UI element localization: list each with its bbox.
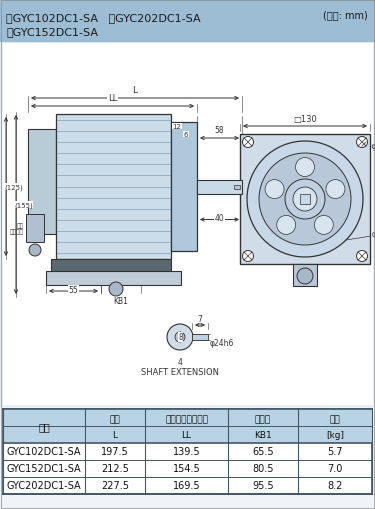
Bar [171,123,197,251]
Circle shape [175,332,185,343]
Text: KB1: KB1 [254,430,272,439]
Text: 全長: 全長 [110,414,120,423]
Bar [3,44,372,404]
Text: KB1: KB1 [114,296,128,305]
Circle shape [314,216,333,235]
Text: 7.0: 7.0 [327,464,343,473]
Bar [197,180,242,194]
Bar [3,409,372,443]
Bar [240,135,370,265]
Circle shape [357,251,368,262]
Bar [46,271,181,286]
Text: 8: 8 [178,333,183,342]
Bar [96,260,136,281]
Text: 12: 12 [172,124,182,130]
Text: 4-φ9: 4-φ9 [365,142,375,151]
Text: 55: 55 [69,286,78,294]
Circle shape [109,282,123,296]
Text: 5.7: 5.7 [327,446,343,457]
Bar [28,130,56,235]
Text: φ145: φ145 [372,230,375,239]
Text: 寸法（フランジ）: 寸法（フランジ） [165,414,208,423]
Text: (単位: mm): (単位: mm) [323,10,368,20]
Text: GYC152DC1-SA: GYC152DC1-SA [7,464,81,473]
Circle shape [326,180,345,199]
Text: φ110h7: φ110h7 [250,172,256,199]
Bar [51,260,171,271]
Circle shape [243,251,254,262]
Text: 227.5: 227.5 [101,480,129,491]
Text: 95.5: 95.5 [252,480,274,491]
Circle shape [357,137,368,148]
Text: 端子部: 端子部 [255,414,271,423]
Text: (125): (125) [4,184,23,190]
Text: SHAFT EXTENSION: SHAFT EXTENSION [141,367,219,376]
Text: (155): (155) [14,202,33,208]
Text: 7: 7 [198,315,202,323]
Bar [192,334,208,341]
Circle shape [167,324,193,350]
Text: 154.5: 154.5 [172,464,200,473]
Bar [0,42,375,406]
Text: 50: 50 [250,164,259,174]
Bar [293,265,317,287]
Circle shape [265,180,284,199]
Circle shape [247,142,363,258]
Bar [26,215,44,242]
Text: φ24h6: φ24h6 [210,339,234,348]
Circle shape [259,154,351,245]
Bar [234,185,240,189]
Circle shape [243,137,254,148]
Bar [56,115,171,260]
Circle shape [29,244,41,257]
Text: [kg]: [kg] [326,430,344,439]
Text: 197.5: 197.5 [101,446,129,457]
Text: LL: LL [108,94,117,103]
Text: LL: LL [182,430,192,439]
Text: 212.5: 212.5 [101,464,129,473]
Text: 動力
コネクタ: 動力 コネクタ [138,264,152,275]
Text: 形式: 形式 [38,421,50,431]
Text: 80.5: 80.5 [252,464,274,473]
Circle shape [297,268,313,285]
Text: 139.5: 139.5 [173,446,200,457]
Text: 8.2: 8.2 [327,480,343,491]
Text: L: L [112,430,117,439]
Bar [3,409,372,494]
Text: 58: 58 [214,126,224,135]
Text: 4: 4 [178,357,183,366]
Circle shape [285,180,325,219]
Bar [0,0,375,42]
Text: ・GYC152DC1-SA: ・GYC152DC1-SA [6,27,98,37]
Text: ・GYC102DC1-SA   ・GYC202DC1-SA: ・GYC102DC1-SA ・GYC202DC1-SA [6,13,201,23]
Text: 6: 6 [184,132,188,138]
Text: 40: 40 [214,214,224,223]
Circle shape [293,188,317,212]
Text: L: L [132,86,138,95]
Circle shape [296,158,315,177]
Text: 169.5: 169.5 [173,480,200,491]
Text: 信号
コネクタ: 信号 コネクタ [10,222,24,235]
Bar [300,194,310,205]
Circle shape [277,216,296,235]
Text: GYC202DC1-SA: GYC202DC1-SA [7,480,81,491]
Text: 質量: 質量 [330,414,340,423]
Text: □130: □130 [293,115,317,124]
Text: 65.5: 65.5 [252,446,274,457]
Text: GYC102DC1-SA: GYC102DC1-SA [7,446,81,457]
